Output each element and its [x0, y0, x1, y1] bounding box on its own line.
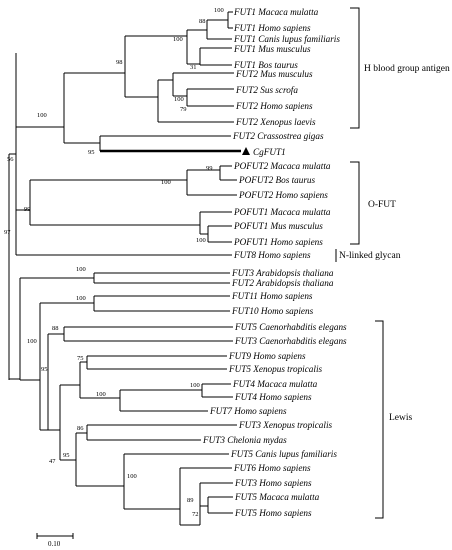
bootstrap-value: 75: [77, 355, 84, 362]
leaf-label: FUT8 Homo sapiens: [233, 250, 311, 260]
bootstrap-value: 100: [161, 179, 171, 186]
leaf-label: POFUT1 Homo sapiens: [233, 237, 323, 247]
bootstrap-value: 31: [190, 64, 197, 71]
leaf-label: FUT1 Canis lupus familiaris: [233, 34, 340, 44]
leaf-label: POFUT1 Macaca mulatta: [233, 207, 331, 217]
leaf-label: FUT11 Homo sapiens: [231, 291, 313, 301]
bootstrap-value: 100: [37, 112, 47, 119]
group-label-lewis: Lewis: [389, 413, 413, 423]
bootstrap-value: 95: [41, 366, 48, 373]
bootstrap-value: 99: [24, 206, 31, 213]
leaf-label: FUT1 Bos taurus: [233, 60, 298, 70]
leaf-label: FUT4 Homo sapiens: [234, 392, 312, 402]
leaf-label: FUT6 Homo sapiens: [233, 463, 311, 473]
leaf-label: FUT9 Homo sapiens: [228, 351, 306, 361]
bootstrap-value: 88: [199, 18, 206, 25]
bootstrap-value: 56: [7, 156, 14, 163]
leaf-label: FUT3 Caenorhabditis elegans: [234, 336, 347, 346]
leaf-label-cgfut1: CgFUT1: [253, 147, 286, 157]
group-brackets: H blood group antigen O-FUT N-linked gly…: [335, 7, 450, 519]
bootstrap-value: 47: [49, 458, 56, 465]
group-label-o-fut: O-FUT: [368, 200, 396, 210]
bootstrap-value: 88: [52, 325, 59, 332]
bootstrap-value: 100: [214, 7, 224, 14]
leaf-label: FUT2 Homo sapiens: [235, 101, 313, 111]
bootstrap-value: 100: [27, 338, 37, 345]
leaf-label: FUT2 Sus scrofa: [235, 85, 298, 95]
bootstrap-value: 100: [96, 391, 106, 398]
bootstrap-value: 100: [196, 237, 206, 244]
leaf-label: FUT3 Chelonia mydas: [202, 435, 287, 445]
leaf-label: FUT2 Mus musculus: [235, 69, 313, 79]
leaf-label: POFUT2 Macaca mulatta: [233, 161, 331, 171]
bootstrap-value: 100: [190, 382, 200, 389]
leaf-label: FUT5 Caenorhabditis elegans: [234, 322, 347, 332]
leaf-label: FUT4 Macaca mulatta: [232, 379, 318, 389]
bootstrap-value: 99: [206, 165, 213, 172]
leaf-label: FUT2 Arabidopsis thaliana: [231, 278, 334, 288]
bootstrap-value: 100: [174, 96, 184, 103]
scale-bar: 0.10: [36, 533, 74, 548]
leaf-label: FUT1 Macaca mulatta: [233, 7, 319, 17]
leaf-label: FUT5 Canis lupus familiaris: [230, 449, 337, 459]
leaf-label: FUT5 Homo sapiens: [234, 508, 312, 518]
bootstrap-value: 100: [76, 295, 86, 302]
group-label-h-blood-group: H blood group antigen: [364, 64, 450, 74]
bootstrap-values: 100 88 100 98 31 100 79 100 95 56 99 100…: [4, 7, 224, 518]
bootstrap-value: 100: [76, 266, 86, 273]
bootstrap-value: 79: [180, 106, 187, 113]
bootstrap-value: 98: [116, 59, 123, 66]
tree-branches: [8, 11, 241, 526]
leaf-label: POFUT2 Bos taurus: [238, 175, 315, 185]
bootstrap-value: 100: [173, 36, 183, 43]
leaf-label: FUT5 Xenopus tropicalis: [228, 364, 322, 374]
leaf-label: FUT5 Macaca mulatta: [234, 492, 320, 502]
bootstrap-value: 95: [63, 452, 70, 459]
bootstrap-value: 72: [192, 511, 199, 518]
leaf-label: POFUT1 Mus musculus: [233, 221, 323, 231]
bootstrap-value: 89: [187, 497, 194, 504]
leaf-label: FUT10 Homo sapiens: [231, 306, 314, 316]
bootstrap-value: 97: [4, 229, 11, 236]
bracket-lewis: [375, 320, 384, 519]
leaf-label: FUT3 Homo sapiens: [234, 478, 312, 488]
leaf-label: POFUT2 Homo sapiens: [238, 190, 328, 200]
leaf-label: FUT1 Mus musculus: [233, 44, 311, 54]
bootstrap-value: 100: [127, 473, 137, 480]
leaf-label: FUT3 Arabidopsis thaliana: [231, 268, 334, 278]
bracket-o-fut: [350, 161, 360, 245]
leaf-label: FUT3 Xenopus tropicalis: [238, 420, 332, 430]
leaf-label: FUT2 Xenopus laevis: [235, 117, 316, 127]
bootstrap-value: 95: [88, 149, 95, 156]
cgfut1-triangle-marker: [242, 147, 250, 155]
bracket-h-blood-group: [350, 7, 360, 129]
leaf-label: FUT1 Homo sapiens: [233, 23, 311, 33]
leaf-label: FUT7 Homo sapiens: [209, 406, 287, 416]
leaf-label: FUT2 Crassostrea gigas: [232, 131, 324, 141]
group-label-n-linked: N-linked glycan: [339, 251, 401, 261]
bootstrap-value: 86: [77, 425, 84, 432]
scale-bar-label: 0.10: [48, 540, 61, 548]
leaf-labels: FUT1 Macaca mulatta FUT1 Homo sapiens FU…: [202, 7, 347, 518]
